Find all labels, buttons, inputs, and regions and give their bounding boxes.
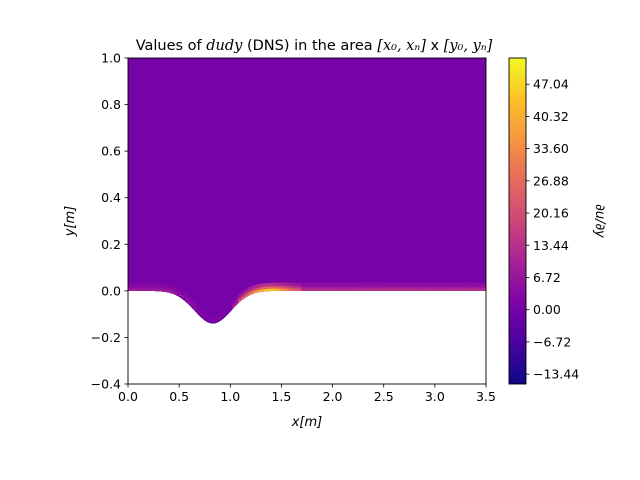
x-tick-label: 0.0 (118, 389, 138, 404)
colorbar-tick-label: 47.04 (533, 77, 569, 92)
y-tick-label: 0.2 (101, 237, 121, 252)
heatmap-cell (211, 318, 216, 324)
colorbar-tick-label: 40.32 (533, 109, 569, 124)
heatmap-clip-group (128, 58, 486, 324)
x-tick-label: 2.5 (374, 389, 394, 404)
y-tick-label: 1.0 (101, 51, 121, 66)
colorbar-tick-label: 20.16 (533, 206, 569, 221)
y-tick-label: 0.0 (101, 283, 121, 298)
axes-frame (127, 57, 487, 385)
heatmap-cell (205, 320, 210, 324)
heatmap-cell (220, 318, 225, 324)
heatmap-cell (226, 312, 231, 319)
y-tick-label: −0.4 (91, 377, 121, 392)
x-tick-label: 3.5 (476, 389, 496, 404)
x-tick-label: 1.0 (220, 389, 240, 404)
colorbar-tick-label: 0.00 (533, 302, 561, 317)
y-tick-label: 0.8 (101, 97, 121, 112)
y-tick-label: 0.6 (101, 144, 121, 159)
colorbar (508, 57, 527, 385)
y-tick-label: 0.4 (101, 190, 121, 205)
heatmap-cell (211, 322, 216, 324)
x-tick-label: 1.5 (271, 389, 291, 404)
heatmap-cell (223, 315, 228, 322)
x-tick-label: 0.5 (169, 389, 189, 404)
colorbar-tick-label: 33.60 (533, 141, 569, 156)
heatmap-cell (217, 320, 222, 324)
y-axis-ticks: −0.4 −0.2 0.0 0.2 0.4 0.6 0.8 1.0 (91, 51, 128, 392)
y-tick-label: −0.2 (91, 330, 121, 345)
chart-title: Values of dudy (DNS) in the area [x₀, xₙ… (136, 38, 493, 54)
colorbar-ticks: −13.44 −6.72 0.00 6.72 13.44 20.16 26.88 33.60 4… (526, 77, 579, 382)
heatmap-cell (214, 321, 219, 324)
heatmap-field (128, 58, 486, 324)
heatmap-cell (208, 321, 213, 324)
x-axis-ticks: 0.0 0.5 1.0 1.5 2.0 2.5 3.0 3.5 (118, 384, 496, 404)
colorbar-tick-label: 26.88 (533, 173, 569, 188)
colorbar-tick-label: 6.72 (533, 270, 561, 285)
heatmap-cell (229, 309, 234, 316)
colorbar-tick-label: −6.72 (533, 334, 571, 349)
heatmap-cell (238, 299, 242, 307)
heatmap-cell (232, 305, 236, 313)
x-tick-label: 3.0 (425, 389, 445, 404)
heatmap-cell (235, 302, 239, 310)
colorbar-label: ∂u/∂y (592, 204, 607, 238)
colorbar-tick-label: −13.44 (533, 367, 579, 382)
heatmap-background (128, 58, 486, 324)
colorbar-tick-label: 13.44 (533, 238, 569, 253)
x-axis-label: x[m] (291, 415, 323, 430)
y-axis-label: y[m] (63, 206, 78, 238)
heatmap-wall-band (128, 282, 486, 324)
x-tick-label: 2.0 (323, 389, 343, 404)
